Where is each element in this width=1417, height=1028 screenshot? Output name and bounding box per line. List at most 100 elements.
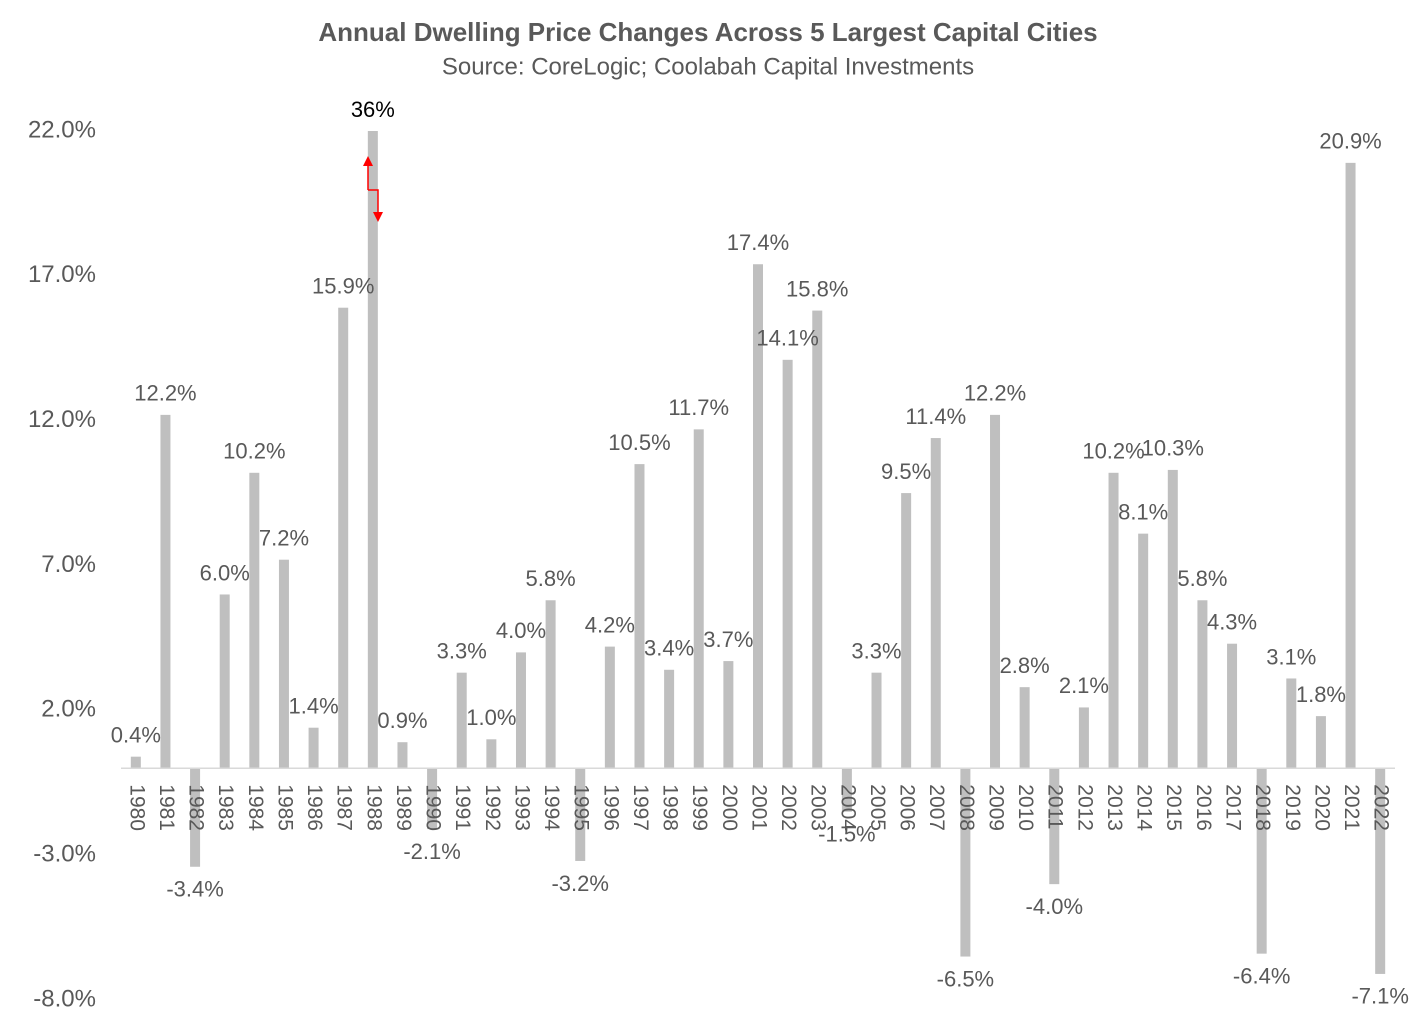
bar	[1345, 162, 1356, 769]
x-tick-label: 2016	[1192, 784, 1215, 831]
value-label: 0.9%	[377, 708, 427, 733]
x-tick-label: 2011	[1044, 784, 1067, 829]
value-label: 14.1%	[756, 326, 818, 351]
value-label: 10.2%	[223, 439, 285, 464]
bar	[1138, 533, 1149, 769]
y-tick-label: 7.0%	[41, 551, 96, 578]
x-tick-label: 2013	[1103, 784, 1126, 831]
x-tick-label: 2006	[896, 784, 919, 831]
x-tick-label: 2008	[955, 784, 978, 831]
x-tick-label: 1995	[570, 784, 593, 831]
bar	[397, 742, 408, 769]
x-tick-label: 1985	[273, 784, 296, 831]
y-tick-label: 22.0%	[28, 116, 96, 143]
x-tick-label: 2012	[1073, 784, 1096, 831]
bar	[190, 768, 201, 867]
value-label: 4.3%	[1207, 610, 1257, 635]
x-tick-label: 2002	[777, 784, 800, 831]
bar	[753, 264, 763, 769]
bar	[367, 131, 378, 769]
value-label: -1.5%	[818, 822, 875, 847]
bar	[575, 768, 586, 861]
bar	[871, 672, 882, 769]
x-tick-label: 1986	[303, 784, 326, 831]
x-tick-label: 1989	[392, 784, 415, 831]
x-tick-label: 1984	[244, 784, 267, 831]
bar	[130, 756, 141, 769]
value-label: 3.4%	[644, 636, 694, 661]
bar	[1108, 472, 1119, 769]
value-label: 1.4%	[289, 694, 339, 719]
bar	[782, 359, 793, 769]
x-tick-label: 1992	[481, 784, 504, 831]
bar	[1286, 678, 1297, 769]
x-tick-label: 2020	[1310, 784, 1333, 831]
x-tick-label: 2015	[1162, 784, 1185, 831]
x-tick-label: 2003	[807, 784, 830, 831]
value-label: 20.9%	[1319, 129, 1381, 154]
value-label: 4.2%	[585, 612, 635, 637]
x-tick-label: 2004	[836, 784, 859, 831]
value-label: 7.2%	[259, 526, 309, 551]
value-label: 15.8%	[786, 276, 848, 301]
bar	[249, 472, 260, 769]
bar	[1167, 469, 1178, 769]
x-tick-label: 1981	[155, 784, 178, 831]
axis-break-arrow	[367, 162, 379, 216]
bar	[1197, 600, 1208, 769]
bar	[930, 438, 941, 769]
bar	[693, 429, 704, 769]
x-tick-label: 2010	[1014, 784, 1037, 831]
value-label: 3.3%	[437, 638, 487, 663]
x-tick-label: 2000	[718, 784, 741, 831]
value-label: 2.8%	[1000, 653, 1050, 678]
value-label: 1.8%	[1296, 682, 1346, 707]
bar	[1315, 716, 1326, 769]
value-label: 10.5%	[608, 430, 670, 455]
bar	[1256, 768, 1267, 954]
y-tick-label: -8.0%	[33, 985, 96, 1012]
value-label: 11.4%	[905, 404, 966, 429]
bar	[664, 669, 675, 769]
x-tick-label: 1982	[185, 784, 208, 831]
bar	[278, 559, 289, 769]
bar	[723, 661, 734, 769]
bar	[1375, 768, 1386, 974]
bar	[841, 768, 852, 812]
value-label: -3.4%	[166, 877, 223, 902]
bar	[456, 672, 467, 769]
chart-subtitle: Source: CoreLogic; Coolabah Capital Inve…	[442, 53, 974, 80]
value-label: 8.1%	[1118, 499, 1168, 524]
value-label: 3.7%	[703, 627, 753, 652]
x-tick-label: 1991	[451, 784, 474, 831]
value-label: 5.8%	[526, 566, 576, 591]
value-label: 10.2%	[1082, 439, 1144, 464]
x-tick-label: 2009	[984, 784, 1007, 831]
value-label: -4.0%	[1026, 894, 1083, 919]
bars	[130, 131, 1386, 974]
bar	[812, 310, 823, 769]
bar	[160, 414, 171, 769]
bar	[338, 307, 349, 769]
value-label: 10.3%	[1142, 436, 1204, 461]
x-tick-label: 2019	[1281, 784, 1304, 831]
y-tick-label: 2.0%	[41, 696, 96, 723]
x-tick-label: 1999	[688, 784, 711, 831]
value-label: -6.5%	[937, 966, 994, 991]
bar	[1049, 768, 1060, 885]
x-tick-label: 2007	[925, 784, 948, 831]
value-label: -2.1%	[403, 839, 460, 864]
value-label: 2.1%	[1059, 673, 1109, 698]
value-label: 4.0%	[496, 618, 546, 643]
bar	[308, 727, 319, 769]
x-tick-label: 1990	[422, 784, 445, 831]
value-label: 17.4%	[727, 230, 789, 255]
value-label: 36%	[351, 97, 395, 122]
x-tick-label: 1987	[333, 784, 356, 831]
value-label: 1.0%	[466, 705, 516, 730]
x-tick-label: 2014	[1133, 784, 1156, 831]
value-label: -7.1%	[1351, 984, 1408, 1009]
value-label: 3.3%	[851, 638, 901, 663]
value-label: 12.2%	[964, 381, 1026, 406]
bar	[990, 414, 1001, 769]
